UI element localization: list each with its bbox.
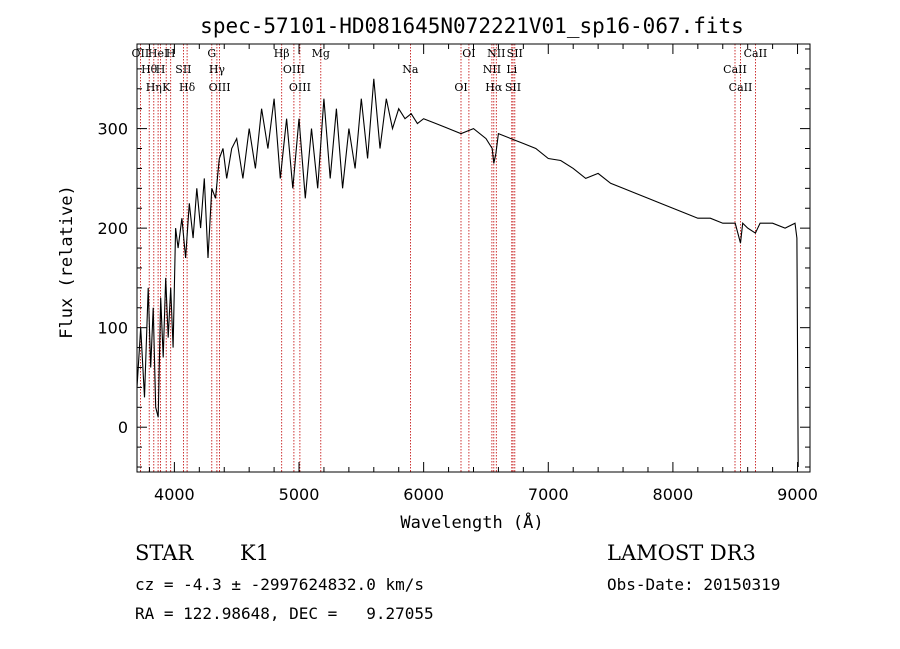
spectrum-line [136,78,799,468]
line-label: NII [487,47,505,60]
line-label: Hγ [209,63,226,76]
line-label: Hδ [179,81,196,94]
line-label: CaII [723,63,747,76]
y-axis-label: Flux (relative) [57,185,77,339]
line-label: CaII [744,47,768,60]
line-label: SII [175,63,191,76]
coordinates-text: RA = 122.98648, DEC = 9.27055 [135,604,434,623]
x-tick-label: 6000 [403,485,444,504]
line-label: G [207,47,216,60]
line-label: Hη [146,81,162,94]
x-tick-label: 8000 [653,485,694,504]
obs-date-text: Obs-Date: 20150319 [607,575,780,594]
x-tick-label: 4000 [154,485,195,504]
x-axis-label: Wavelength (Å) [400,511,543,533]
y-tick-label: 100 [97,319,128,338]
y-axis-ticks: 0 100 200 300 [97,48,810,468]
plot-frame [136,43,811,473]
spectral-line-markers [139,44,756,472]
line-label: OII [132,47,150,60]
line-label: SII [507,47,523,60]
line-label: H [156,63,166,76]
line-label: HeI [148,47,168,60]
line-label: Hβ [274,47,290,60]
line-label: OIII [289,81,311,94]
line-label: OIII [209,81,231,94]
line-label: OI [454,81,467,94]
y-tick-label: 0 [118,418,128,437]
x-axis-ticks: 4000 5000 6000 7000 8000 9000 [148,44,818,504]
line-label: K [162,81,171,94]
object-class: STAR [135,541,194,565]
line-label: NII [483,63,501,76]
chart-title: spec-57101-HD081645N072221V01_sp16-067.f… [200,14,744,38]
line-label: Na [402,63,419,76]
spectral-line-labels: OIIHθHηHeIHKHSIIHδGHγOIIIHβOIIIOIIIMgNaO… [132,47,768,94]
line-label: CaII [729,81,753,94]
survey-label: LAMOST DR3 [607,541,756,565]
line-label: H [166,47,176,60]
y-tick-label: 200 [97,219,128,238]
x-tick-label: 7000 [528,485,569,504]
line-label: SII [505,81,521,94]
line-label: OIII [283,63,305,76]
line-label: Mg [312,47,330,60]
redshift-text: cz = -4.3 ± -2997624832.0 km/s [135,575,424,594]
line-label: Hα [485,81,503,94]
line-label: Li [506,63,517,76]
object-subclass: K1 [240,541,269,565]
line-label: Hθ [141,63,158,76]
x-tick-label: 9000 [777,485,818,504]
x-tick-label: 5000 [279,485,320,504]
line-label: OI [462,47,475,60]
y-tick-label: 300 [97,120,128,139]
